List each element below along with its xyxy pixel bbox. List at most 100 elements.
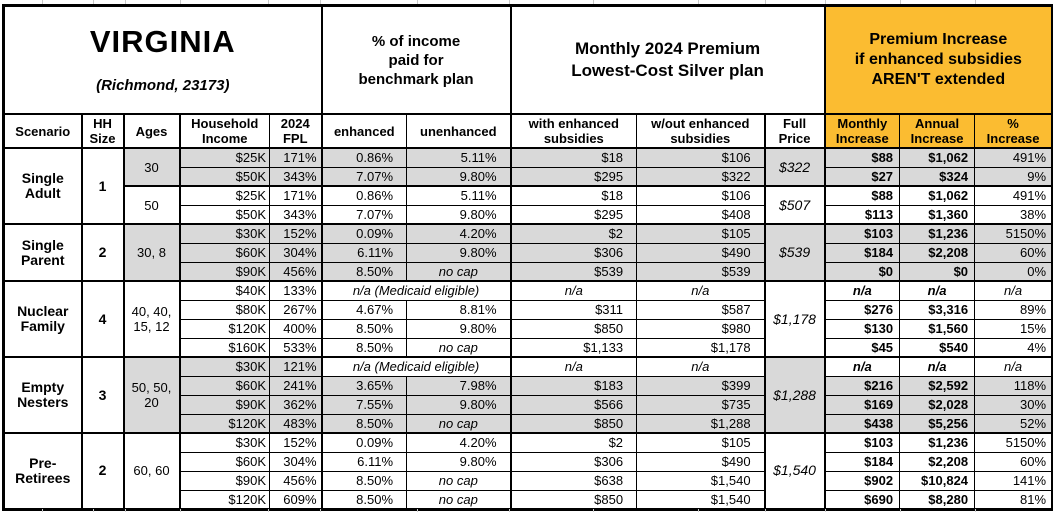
cell-enhanced-pct: 6.11%	[321, 242, 408, 263]
cell-monthly-increase: $184	[824, 451, 901, 472]
cell-annual-increase: $1,062	[899, 147, 976, 168]
cell-unenhanced-pct: 5.11%	[406, 185, 512, 206]
cell-monthly-increase: $216	[824, 375, 901, 396]
spreadsheet-gridline-stub	[509, 0, 510, 4]
cell-household-income: $60K	[179, 242, 270, 263]
header-group-row: VIRGINIA (Richmond, 23173) % of income p…	[2, 5, 1053, 115]
spreadsheet-gridline-stub	[593, 509, 594, 512]
cell-2024-fpl: 121%	[268, 356, 323, 377]
cell-household-income: $30K	[179, 432, 270, 453]
cell-household-income: $90K	[179, 470, 270, 491]
cell-unenhanced-pct: no cap	[406, 470, 512, 491]
cell-scenario: Nuclear Family	[3, 280, 83, 358]
col-header-ages: Ages	[123, 113, 181, 149]
table-row: Pre- Retirees 2 60, 60 $30K 152% 0.09% 4.20% $2…	[3, 432, 1053, 510]
cell-pct-increase: n/a	[974, 280, 1053, 301]
cell-premium-with-subsidies: $311	[510, 299, 638, 320]
spreadsheet-gridline-stub	[593, 0, 594, 4]
cell-full-price: $507	[764, 185, 826, 225]
cell-household-income: $90K	[179, 261, 270, 282]
cell-unenhanced-pct: 9.80%	[406, 318, 512, 339]
cell-annual-increase: n/a	[899, 280, 976, 301]
cell-household-income: $25K	[179, 147, 270, 168]
cell-household-income: $160K	[179, 337, 270, 358]
cell-monthly-increase: $902	[824, 470, 901, 491]
cell-enhanced-pct: 0.09%	[321, 432, 408, 453]
cell-pct-increase: 60%	[974, 242, 1053, 263]
cell-scenario: Empty Nesters	[3, 356, 83, 434]
cell-monthly-increase: $27	[824, 166, 901, 187]
header-premium-group: Monthly 2024 Premium Lowest-Cost Silver …	[510, 5, 826, 115]
cell-household-income: $80K	[179, 299, 270, 320]
cell-household-income: $120K	[179, 489, 270, 510]
cell-pct-increase: 89%	[974, 299, 1053, 320]
spreadsheet-gridline-stub	[125, 509, 126, 512]
cell-household-income: $30K	[179, 223, 270, 244]
table-subtitle: (Richmond, 23173)	[96, 77, 230, 94]
cell-household-income: $90K	[179, 394, 270, 415]
cell-annual-increase: $3,316	[899, 299, 976, 320]
cell-enhanced-pct: 8.50%	[321, 318, 408, 339]
cell-premium-without-subsidies: $408	[636, 204, 766, 225]
cell-full-price: $1,288	[764, 356, 826, 434]
cell-enhanced-pct: 8.50%	[321, 337, 408, 358]
cell-annual-increase: $2,208	[899, 451, 976, 472]
cell-premium-without-subsidies: $1,288	[636, 413, 766, 434]
cell-ages: 50, 50, 20	[123, 356, 181, 434]
cell-enhanced-pct: 7.55%	[321, 394, 408, 415]
cell-annual-increase: $2,592	[899, 375, 976, 396]
cell-monthly-increase: $88	[824, 185, 901, 206]
cell-full-price: $1,178	[764, 280, 826, 358]
table-row: 50 $25K 171% 0.86% 5.11% $18 $106 $507 $88 $1,062…	[4, 185, 1053, 225]
cell-unenhanced-pct: 5.11%	[406, 147, 512, 168]
cell-ages: 30	[123, 147, 181, 187]
table-row: $160K 533% 8.50% no cap $1,133 $1,178 $45 $540 4…	[4, 337, 1053, 358]
cell-premium-without-subsidies: $322	[636, 166, 766, 187]
cell-premium-with-subsidies: n/a	[510, 280, 638, 301]
cell-premium-without-subsidies: $106	[636, 147, 766, 168]
cell-medicaid-note: n/a (Medicaid eligible)	[321, 356, 512, 377]
cell-unenhanced-pct: 4.20%	[406, 223, 512, 244]
table-row: $50K 343% 7.07% 9.80% $295 $322 $27 $324 9%	[4, 166, 1053, 187]
cell-ages: 60, 60	[123, 432, 181, 510]
col-header-unenhanced: unenhanced	[406, 113, 512, 149]
cell-monthly-increase: $276	[824, 299, 901, 320]
cell-premium-with-subsidies: n/a	[510, 356, 638, 377]
cell-unenhanced-pct: no cap	[406, 489, 512, 510]
cell-premium-with-subsidies: $638	[510, 470, 638, 491]
cell-annual-increase: $2,028	[899, 394, 976, 415]
spreadsheet-gridline-stub	[125, 0, 126, 4]
cell-pct-increase: 0%	[974, 261, 1053, 282]
table-row: $80K 267% 4.67% 8.81% $311 $587 $276 $3,316 89%	[4, 299, 1053, 320]
col-header-enhanced: enhanced	[321, 113, 408, 149]
cell-monthly-increase: n/a	[824, 280, 901, 301]
cell-scenario: Single Adult	[3, 147, 83, 225]
col-header-2024-fpl: 2024 FPL	[268, 113, 323, 149]
spreadsheet-gridline-stub	[320, 509, 321, 512]
cell-enhanced-pct: 8.50%	[321, 261, 408, 282]
cell-premium-with-subsidies: $566	[510, 394, 638, 415]
cell-enhanced-pct: 4.67%	[321, 299, 408, 320]
col-header-with-subsidies: with enhanced subsidies	[510, 113, 638, 149]
cell-full-price: $539	[764, 223, 826, 282]
table-row: $90K 456% 8.50% no cap $638 $1,540 $902 $10,824…	[4, 470, 1053, 491]
cell-premium-with-subsidies: $1,133	[510, 337, 638, 358]
cell-2024-fpl: 362%	[268, 394, 323, 415]
spreadsheet-gridline-stub	[825, 509, 826, 512]
cell-2024-fpl: 483%	[268, 413, 323, 434]
cell-unenhanced-pct: 9.80%	[406, 242, 512, 263]
cell-premium-without-subsidies: $980	[636, 318, 766, 339]
cell-enhanced-pct: 0.09%	[321, 223, 408, 244]
table-row: $60K 304% 6.11% 9.80% $306 $490 $184 $2,208 60%	[4, 242, 1053, 263]
cell-2024-fpl: 400%	[268, 318, 323, 339]
cell-pct-increase: 9%	[974, 166, 1053, 187]
cell-hh-size: 1	[81, 147, 125, 225]
col-header-annual-increase: Annual Increase	[899, 113, 976, 149]
cell-enhanced-pct: 0.86%	[321, 185, 408, 206]
cell-2024-fpl: 152%	[268, 223, 323, 244]
cell-premium-with-subsidies: $295	[510, 204, 638, 225]
cell-pct-increase: 491%	[974, 185, 1053, 206]
col-header-pct-increase: % Increase	[974, 113, 1053, 149]
cell-annual-increase: $1,236	[899, 223, 976, 244]
cell-annual-increase: n/a	[899, 356, 976, 377]
